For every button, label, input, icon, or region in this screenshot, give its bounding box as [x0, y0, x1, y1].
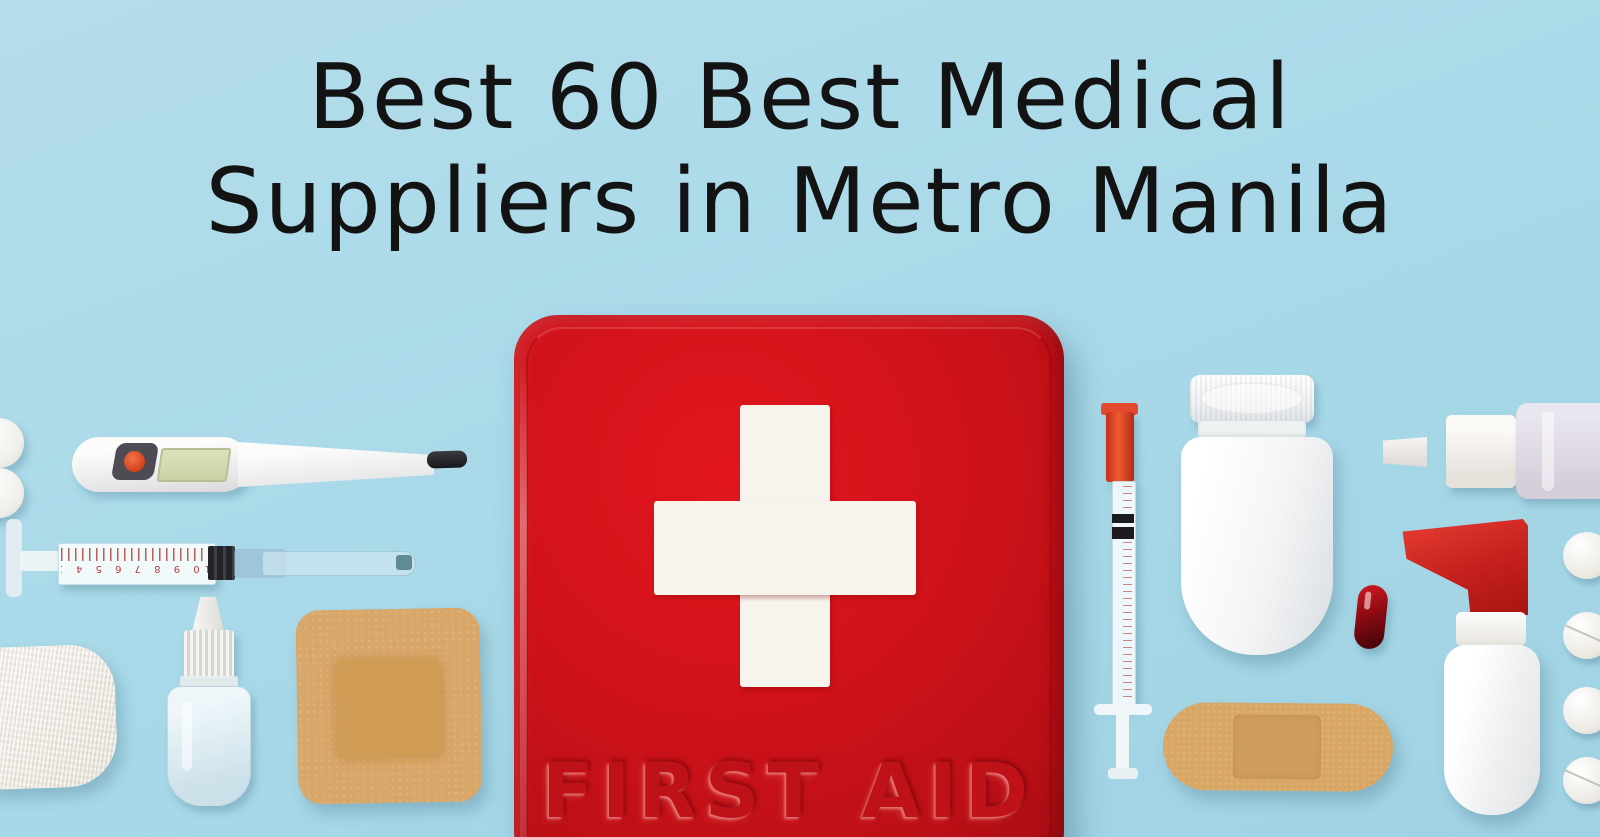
- thermometer-power-button: [124, 451, 145, 472]
- dropper-collar: [180, 676, 238, 688]
- syringe-plunger-end: [1108, 768, 1138, 779]
- syringe-plunger-flange: [6, 519, 22, 597]
- white-pill: [1563, 757, 1600, 804]
- first-aid-embossed-label: FIRST AID: [542, 746, 1036, 835]
- white-pill: [0, 418, 24, 468]
- capsule-highlight: [1363, 591, 1372, 610]
- spray-nozzle-collar: [1446, 415, 1516, 488]
- white-pill: [0, 468, 24, 518]
- adhesive-bandage-strip: [1162, 701, 1394, 793]
- syringe-scale-numbers: 10 9 8 7 6 5 4 3 2: [61, 563, 211, 574]
- page-title: Best 60 Best Medical Suppliers in Metro …: [0, 46, 1600, 254]
- throat-spray-red-head: [1402, 518, 1528, 615]
- bandage-center-pad: [1232, 714, 1322, 780]
- syringe-needle-cap: [262, 551, 416, 576]
- dropper-bottle-body: [167, 686, 251, 806]
- bottle-highlight: [182, 701, 192, 771]
- syringe-barrel: 10 9 8 7 6 5 4 3 2: [58, 543, 216, 585]
- syringe-label-mark: [1112, 527, 1134, 539]
- syringe-needle-cap-tip: [396, 555, 412, 570]
- syringe-plunger-rod: [20, 551, 68, 571]
- syringe-scale-ticks: [1123, 486, 1132, 700]
- syringe-orange-cap: [1106, 412, 1134, 482]
- pill-bottle-cap: [1190, 375, 1314, 423]
- square-adhesive-pad: [295, 607, 483, 805]
- dropper-ribbed-cap: [184, 630, 234, 678]
- syringe-stopper: [208, 546, 235, 580]
- page-title-line2: Suppliers in Metro Manila: [205, 149, 1395, 254]
- gauze-roll: [0, 643, 119, 791]
- dropper-tip: [192, 597, 224, 632]
- throat-spray-bottle-body: [1444, 645, 1540, 815]
- white-pill: [1563, 612, 1600, 659]
- first-aid-kit-rim: [526, 327, 1052, 837]
- pill-bottle-neck: [1198, 421, 1306, 438]
- syringe-label-mark: [1112, 514, 1134, 523]
- syringe-plunger-flange: [1094, 704, 1152, 715]
- pill-bottle-cap-top: [1200, 382, 1304, 415]
- white-pill: [1563, 687, 1600, 734]
- thermometer-sensor-tip: [426, 450, 468, 469]
- first-aid-cross-icon: [654, 501, 916, 595]
- spray-bottle-body: [1516, 403, 1600, 499]
- syringe-plunger-rod: [1116, 714, 1129, 770]
- thermometer-stem: [238, 441, 434, 488]
- bottle-highlight: [1542, 411, 1554, 491]
- first-aid-kit-highlight: [520, 355, 527, 837]
- red-capsule: [1352, 583, 1390, 651]
- syringe-scale-ticks: [61, 548, 211, 561]
- pill-score-line: [1564, 624, 1600, 646]
- pill-bottle-body: [1181, 437, 1333, 655]
- throat-spray-cap: [1456, 612, 1526, 646]
- white-pill: [1563, 532, 1600, 579]
- spray-nozzle-tip: [1383, 437, 1427, 467]
- pill-score-line: [1564, 769, 1600, 791]
- adhesive-pad-center: [336, 660, 442, 758]
- page-title-line1: Best 60 Best Medical: [308, 45, 1292, 150]
- thermometer-lcd-display: [156, 448, 232, 482]
